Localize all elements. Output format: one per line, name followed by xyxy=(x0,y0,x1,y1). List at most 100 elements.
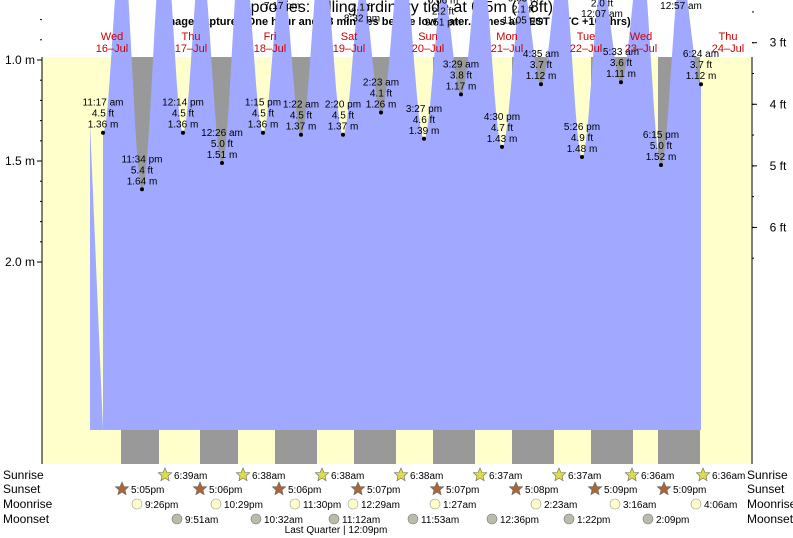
tide-time-label: 3:27 pm xyxy=(406,104,442,115)
sunrise-time: 6:39am xyxy=(174,471,207,482)
sunrise-icon xyxy=(472,467,488,482)
tide-time-label: 12:07 am xyxy=(581,9,623,20)
astro-row-label-right: Sunrise xyxy=(747,468,788,482)
tide-m-label: 0.66 m xyxy=(428,0,459,6)
moonset-icon xyxy=(250,513,262,525)
day-name: Sat xyxy=(341,31,358,43)
moonset-time: 1:22pm xyxy=(577,515,610,526)
tide-m-label: 0.64 m xyxy=(347,0,378,2)
sunrise-icon xyxy=(551,467,567,482)
day-name: Wed xyxy=(101,31,123,43)
moonset-time: 10:32am xyxy=(264,515,303,526)
day-name: Thu xyxy=(719,31,738,43)
tide-ft-label: 3.8 ft xyxy=(450,70,472,81)
sunrise-icon xyxy=(314,467,330,482)
moonset-time: 9:51am xyxy=(185,515,218,526)
astro-row-label-left: Sunrise xyxy=(3,468,44,482)
sunset-time: 5:09pm xyxy=(604,485,637,496)
moonset-time: 11:12am xyxy=(342,515,380,526)
tide-point xyxy=(422,136,426,141)
moonset-icon xyxy=(642,513,654,525)
sunrise-time: 6:36am xyxy=(641,471,674,482)
day-name: Fri xyxy=(264,31,277,43)
sunset-time: 5:05pm xyxy=(131,485,164,496)
tide-time-label: 2:23 am xyxy=(363,78,399,89)
tide-point xyxy=(619,80,623,85)
moonrise-icon xyxy=(530,498,542,510)
moonset-icon xyxy=(171,513,183,525)
tide-ft-label: 4.5 ft xyxy=(290,111,312,122)
tide-ft-label: 4.5 ft xyxy=(252,109,274,120)
tide-m-label: 1.26 m xyxy=(366,100,397,111)
tide-time-label: 11:17 am xyxy=(83,98,124,109)
sunrise-time: 6:38am xyxy=(331,471,364,482)
tide-m-label: 1.36 m xyxy=(248,120,279,131)
right-tick-label: 3 ft xyxy=(770,36,787,50)
sunrise-icon xyxy=(624,467,640,482)
day-name: Thu xyxy=(182,31,201,43)
tide-ft-label: 4.5 ft xyxy=(92,109,114,120)
moon-phase-note: Last Quarter | 12:09pm xyxy=(285,525,388,536)
sunrise-time: 6:38am xyxy=(410,471,443,482)
tide-time-label: 4:35 am xyxy=(523,49,559,60)
moonrise-time: 1:27am xyxy=(443,500,476,511)
tide-point xyxy=(220,161,224,166)
moonset-time: 2:09pm xyxy=(656,515,689,526)
day-name: Mon xyxy=(496,31,517,43)
moonrise-time: 9:26pm xyxy=(145,500,178,511)
moonrise-icon xyxy=(609,498,621,510)
sunset-icon xyxy=(192,481,208,496)
sunset-time: 5:07pm xyxy=(367,485,400,496)
right-tick-label: 6 ft xyxy=(770,220,787,234)
astro-row-label-right: Moonset xyxy=(747,512,793,526)
tide-m-label: 1.37 m xyxy=(286,122,317,133)
tide-point xyxy=(580,154,584,159)
tide-ft-label: 3.6 ft xyxy=(610,58,632,69)
day-date: 22–Jul xyxy=(570,43,602,55)
tide-ft-label: 2.1 ft xyxy=(512,4,534,15)
tide-ft-label: 4.7 ft xyxy=(491,123,513,134)
tide-m-label: 1.52 m xyxy=(646,152,677,163)
tide-ft-label: 2.2 ft xyxy=(432,6,454,17)
sunset-icon xyxy=(114,481,130,496)
moonrise-time: 4:06am xyxy=(704,500,737,511)
day-name: Wed xyxy=(630,31,652,43)
tide-time-label: 1:22 am xyxy=(283,100,319,111)
tide-point xyxy=(500,144,504,149)
moonrise-time: 11:30pm xyxy=(303,500,341,511)
tide-ft-label: 1.9 ft xyxy=(670,0,692,1)
tide-m-label: 1.39 m xyxy=(409,126,440,137)
tide-time-label: 11:05 pm xyxy=(503,15,544,26)
tide-time-label: 5:33 am xyxy=(603,47,639,58)
tide-time-label: 8:32 pm xyxy=(344,13,380,24)
astro-row-label-left: Moonset xyxy=(3,512,50,526)
moonset-icon xyxy=(563,513,575,525)
moonrise-time: 3:16am xyxy=(623,500,656,511)
tide-ft-label: 5.0 ft xyxy=(650,141,672,152)
tide-time-label: 1:15 pm xyxy=(245,98,281,109)
sunrise-time: 6:38am xyxy=(252,471,285,482)
sunset-icon xyxy=(350,481,366,496)
tide-point xyxy=(101,130,105,135)
tide-point xyxy=(299,132,303,137)
day-date: 18–Jul xyxy=(254,43,286,55)
tide-time-label: 6:15 pm xyxy=(643,130,679,141)
tide-area xyxy=(90,0,701,430)
tide-m-label: 1.48 m xyxy=(567,144,598,155)
sunset-icon xyxy=(587,481,603,496)
tide-point xyxy=(659,163,663,168)
sunset-time: 5:06pm xyxy=(288,485,321,496)
day-date: 24–Jul xyxy=(712,43,744,55)
sunrise-icon xyxy=(157,467,173,482)
sunrise-icon xyxy=(695,467,711,482)
day-date: 21–Jul xyxy=(491,43,523,55)
sunset-icon xyxy=(508,481,524,496)
tide-ft-label: 2.0 ft xyxy=(591,0,613,9)
tide-ft-label: 4.9 ft xyxy=(571,133,593,144)
tide-time-label: 6:24 am xyxy=(683,49,719,60)
tide-m-label: 1.43 m xyxy=(487,134,518,145)
tide-point xyxy=(341,132,345,137)
tide-ft-label: 3.7 ft xyxy=(530,60,552,71)
moonrise-time: 10:29pm xyxy=(224,500,263,511)
tide-ft-label: 4.5 ft xyxy=(172,109,194,120)
